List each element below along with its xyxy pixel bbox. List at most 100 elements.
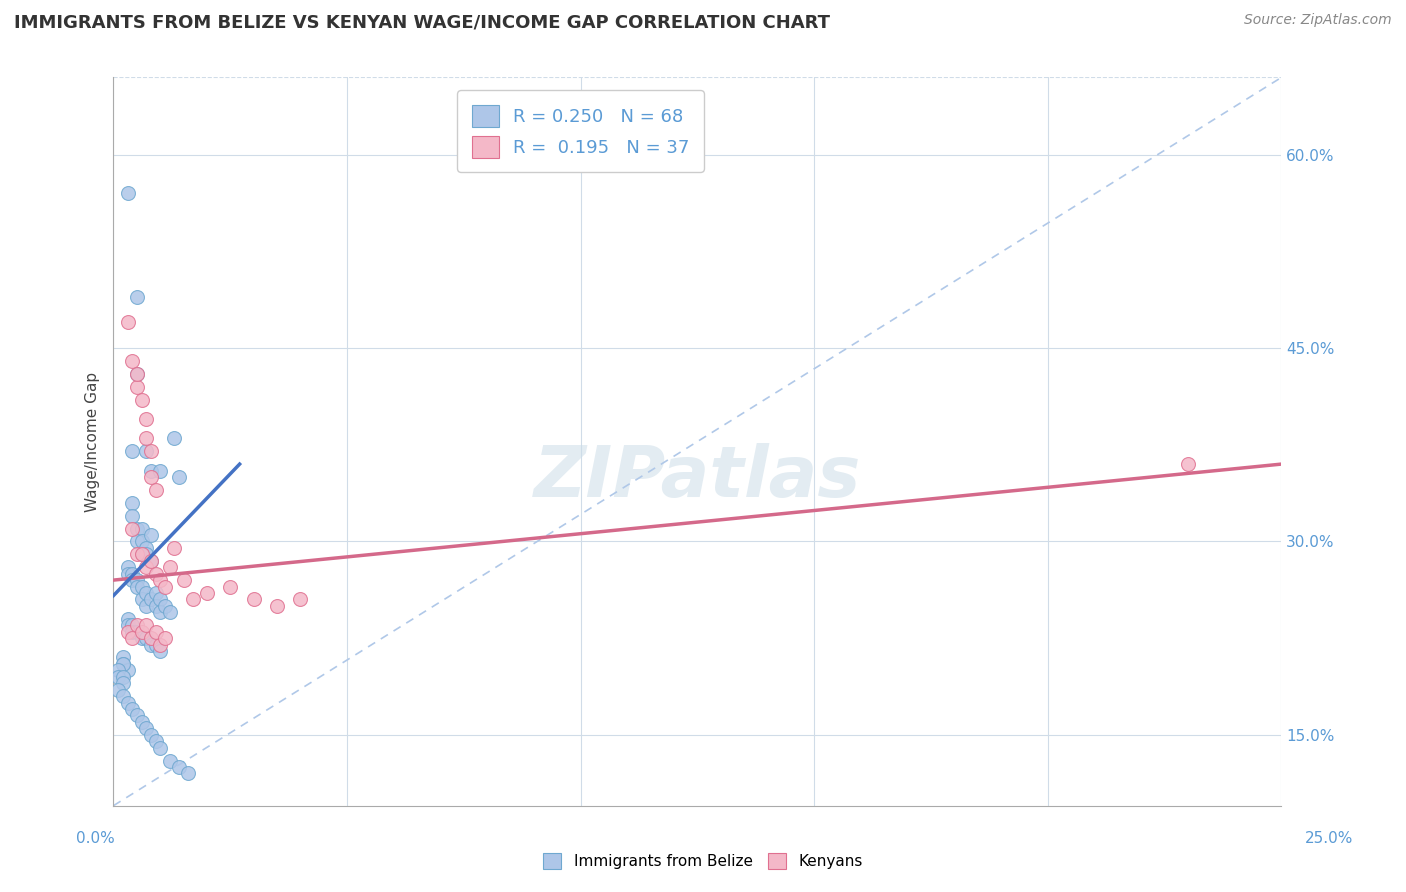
Point	[121, 566, 143, 581]
Point	[135, 721, 157, 735]
Point	[149, 573, 172, 587]
Point	[139, 470, 162, 484]
Point	[139, 444, 162, 458]
Point	[135, 560, 157, 574]
Point	[131, 624, 153, 639]
Point	[139, 592, 162, 607]
Point	[117, 624, 139, 639]
Point	[125, 380, 148, 394]
Point	[145, 734, 167, 748]
Point	[131, 631, 153, 645]
Point	[117, 663, 139, 677]
Point	[125, 522, 148, 536]
Point	[125, 580, 148, 594]
Point	[131, 714, 153, 729]
Point	[159, 605, 181, 619]
Point	[125, 618, 148, 632]
Point	[121, 522, 143, 536]
Point	[135, 412, 157, 426]
Point	[125, 708, 148, 723]
Point	[111, 657, 134, 671]
Point	[153, 631, 176, 645]
Point	[139, 554, 162, 568]
Point	[131, 592, 153, 607]
Point	[135, 431, 157, 445]
Point	[131, 534, 153, 549]
Point	[149, 592, 172, 607]
Point	[135, 631, 157, 645]
Point	[139, 528, 162, 542]
Point	[117, 618, 139, 632]
Text: 0.0%: 0.0%	[76, 831, 115, 846]
Point	[121, 618, 143, 632]
Text: Source: ZipAtlas.com: Source: ZipAtlas.com	[1244, 13, 1392, 28]
Point	[111, 689, 134, 703]
Point	[135, 599, 157, 613]
Point	[159, 560, 181, 574]
Point	[167, 760, 190, 774]
Point	[149, 638, 172, 652]
Point	[153, 599, 176, 613]
Point	[121, 631, 143, 645]
Point	[131, 547, 153, 561]
Point	[163, 541, 186, 555]
Point	[131, 392, 153, 407]
Point	[145, 483, 167, 497]
Point	[177, 766, 200, 780]
Point	[173, 573, 195, 587]
Point	[121, 573, 143, 587]
Point	[195, 586, 218, 600]
Point	[131, 547, 153, 561]
Point	[107, 670, 129, 684]
Point	[219, 580, 242, 594]
Point	[111, 670, 134, 684]
Legend: R = 0.250   N = 68, R =  0.195   N = 37: R = 0.250 N = 68, R = 0.195 N = 37	[457, 90, 704, 172]
Point	[131, 580, 153, 594]
Text: IMMIGRANTS FROM BELIZE VS KENYAN WAGE/INCOME GAP CORRELATION CHART: IMMIGRANTS FROM BELIZE VS KENYAN WAGE/IN…	[14, 13, 830, 31]
Point	[153, 580, 176, 594]
Point	[139, 464, 162, 478]
Point	[145, 566, 167, 581]
Text: ZIPatlas: ZIPatlas	[534, 443, 860, 512]
Point	[149, 740, 172, 755]
Point	[135, 586, 157, 600]
Point	[139, 638, 162, 652]
Point	[111, 676, 134, 690]
Point	[125, 534, 148, 549]
Point	[149, 644, 172, 658]
Point	[149, 605, 172, 619]
Point	[181, 592, 204, 607]
Point	[145, 638, 167, 652]
Point	[121, 508, 143, 523]
Y-axis label: Wage/Income Gap: Wage/Income Gap	[86, 371, 100, 512]
Point	[135, 547, 157, 561]
Point	[125, 547, 148, 561]
Point	[111, 657, 134, 671]
Point	[131, 522, 153, 536]
Point	[117, 315, 139, 329]
Point	[266, 599, 288, 613]
Point	[111, 650, 134, 665]
Point	[125, 573, 148, 587]
Point	[163, 431, 186, 445]
Point	[117, 696, 139, 710]
Point	[117, 186, 139, 201]
Point	[121, 702, 143, 716]
Point	[121, 354, 143, 368]
Point	[125, 289, 148, 303]
Point	[139, 554, 162, 568]
Point	[125, 367, 148, 381]
Legend: Immigrants from Belize, Kenyans: Immigrants from Belize, Kenyans	[537, 847, 869, 875]
Point	[145, 624, 167, 639]
Point	[167, 470, 190, 484]
Point	[117, 612, 139, 626]
Point	[145, 599, 167, 613]
Point	[145, 586, 167, 600]
Point	[159, 754, 181, 768]
Point	[121, 624, 143, 639]
Point	[135, 444, 157, 458]
Point	[139, 728, 162, 742]
Point	[125, 624, 148, 639]
Point	[139, 631, 162, 645]
Point	[117, 566, 139, 581]
